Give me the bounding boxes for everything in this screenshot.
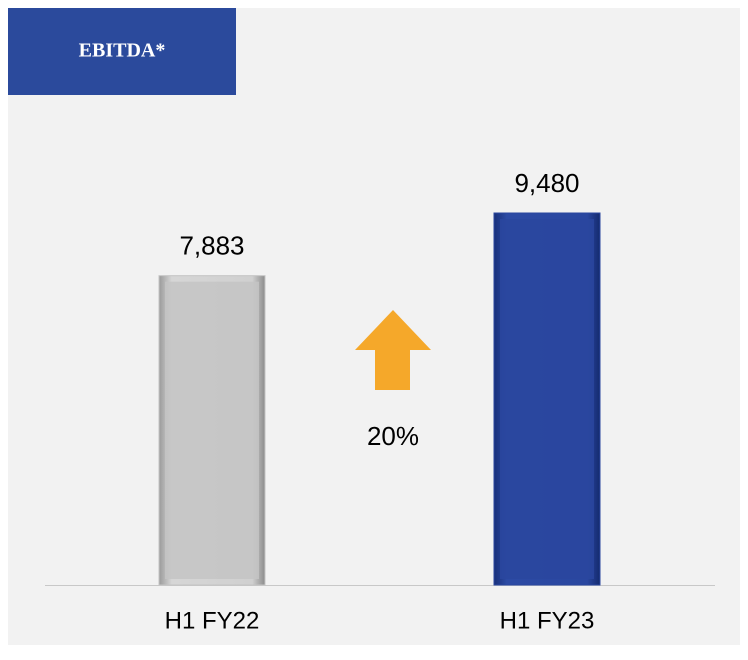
- bar-bevel: [165, 281, 259, 579]
- increase-arrow: [355, 310, 431, 390]
- chart-title: EBITDA*: [79, 40, 166, 62]
- panel: [8, 8, 740, 645]
- value-label: 7,883: [179, 231, 244, 261]
- bar-bevel: [500, 219, 594, 579]
- title-box: [8, 8, 236, 95]
- x-tick-label: H1 FY23: [500, 607, 595, 634]
- annotation: 20%: [367, 421, 419, 451]
- x-tick-label: H1 FY22: [165, 607, 260, 634]
- value-label: 9,480: [514, 168, 579, 198]
